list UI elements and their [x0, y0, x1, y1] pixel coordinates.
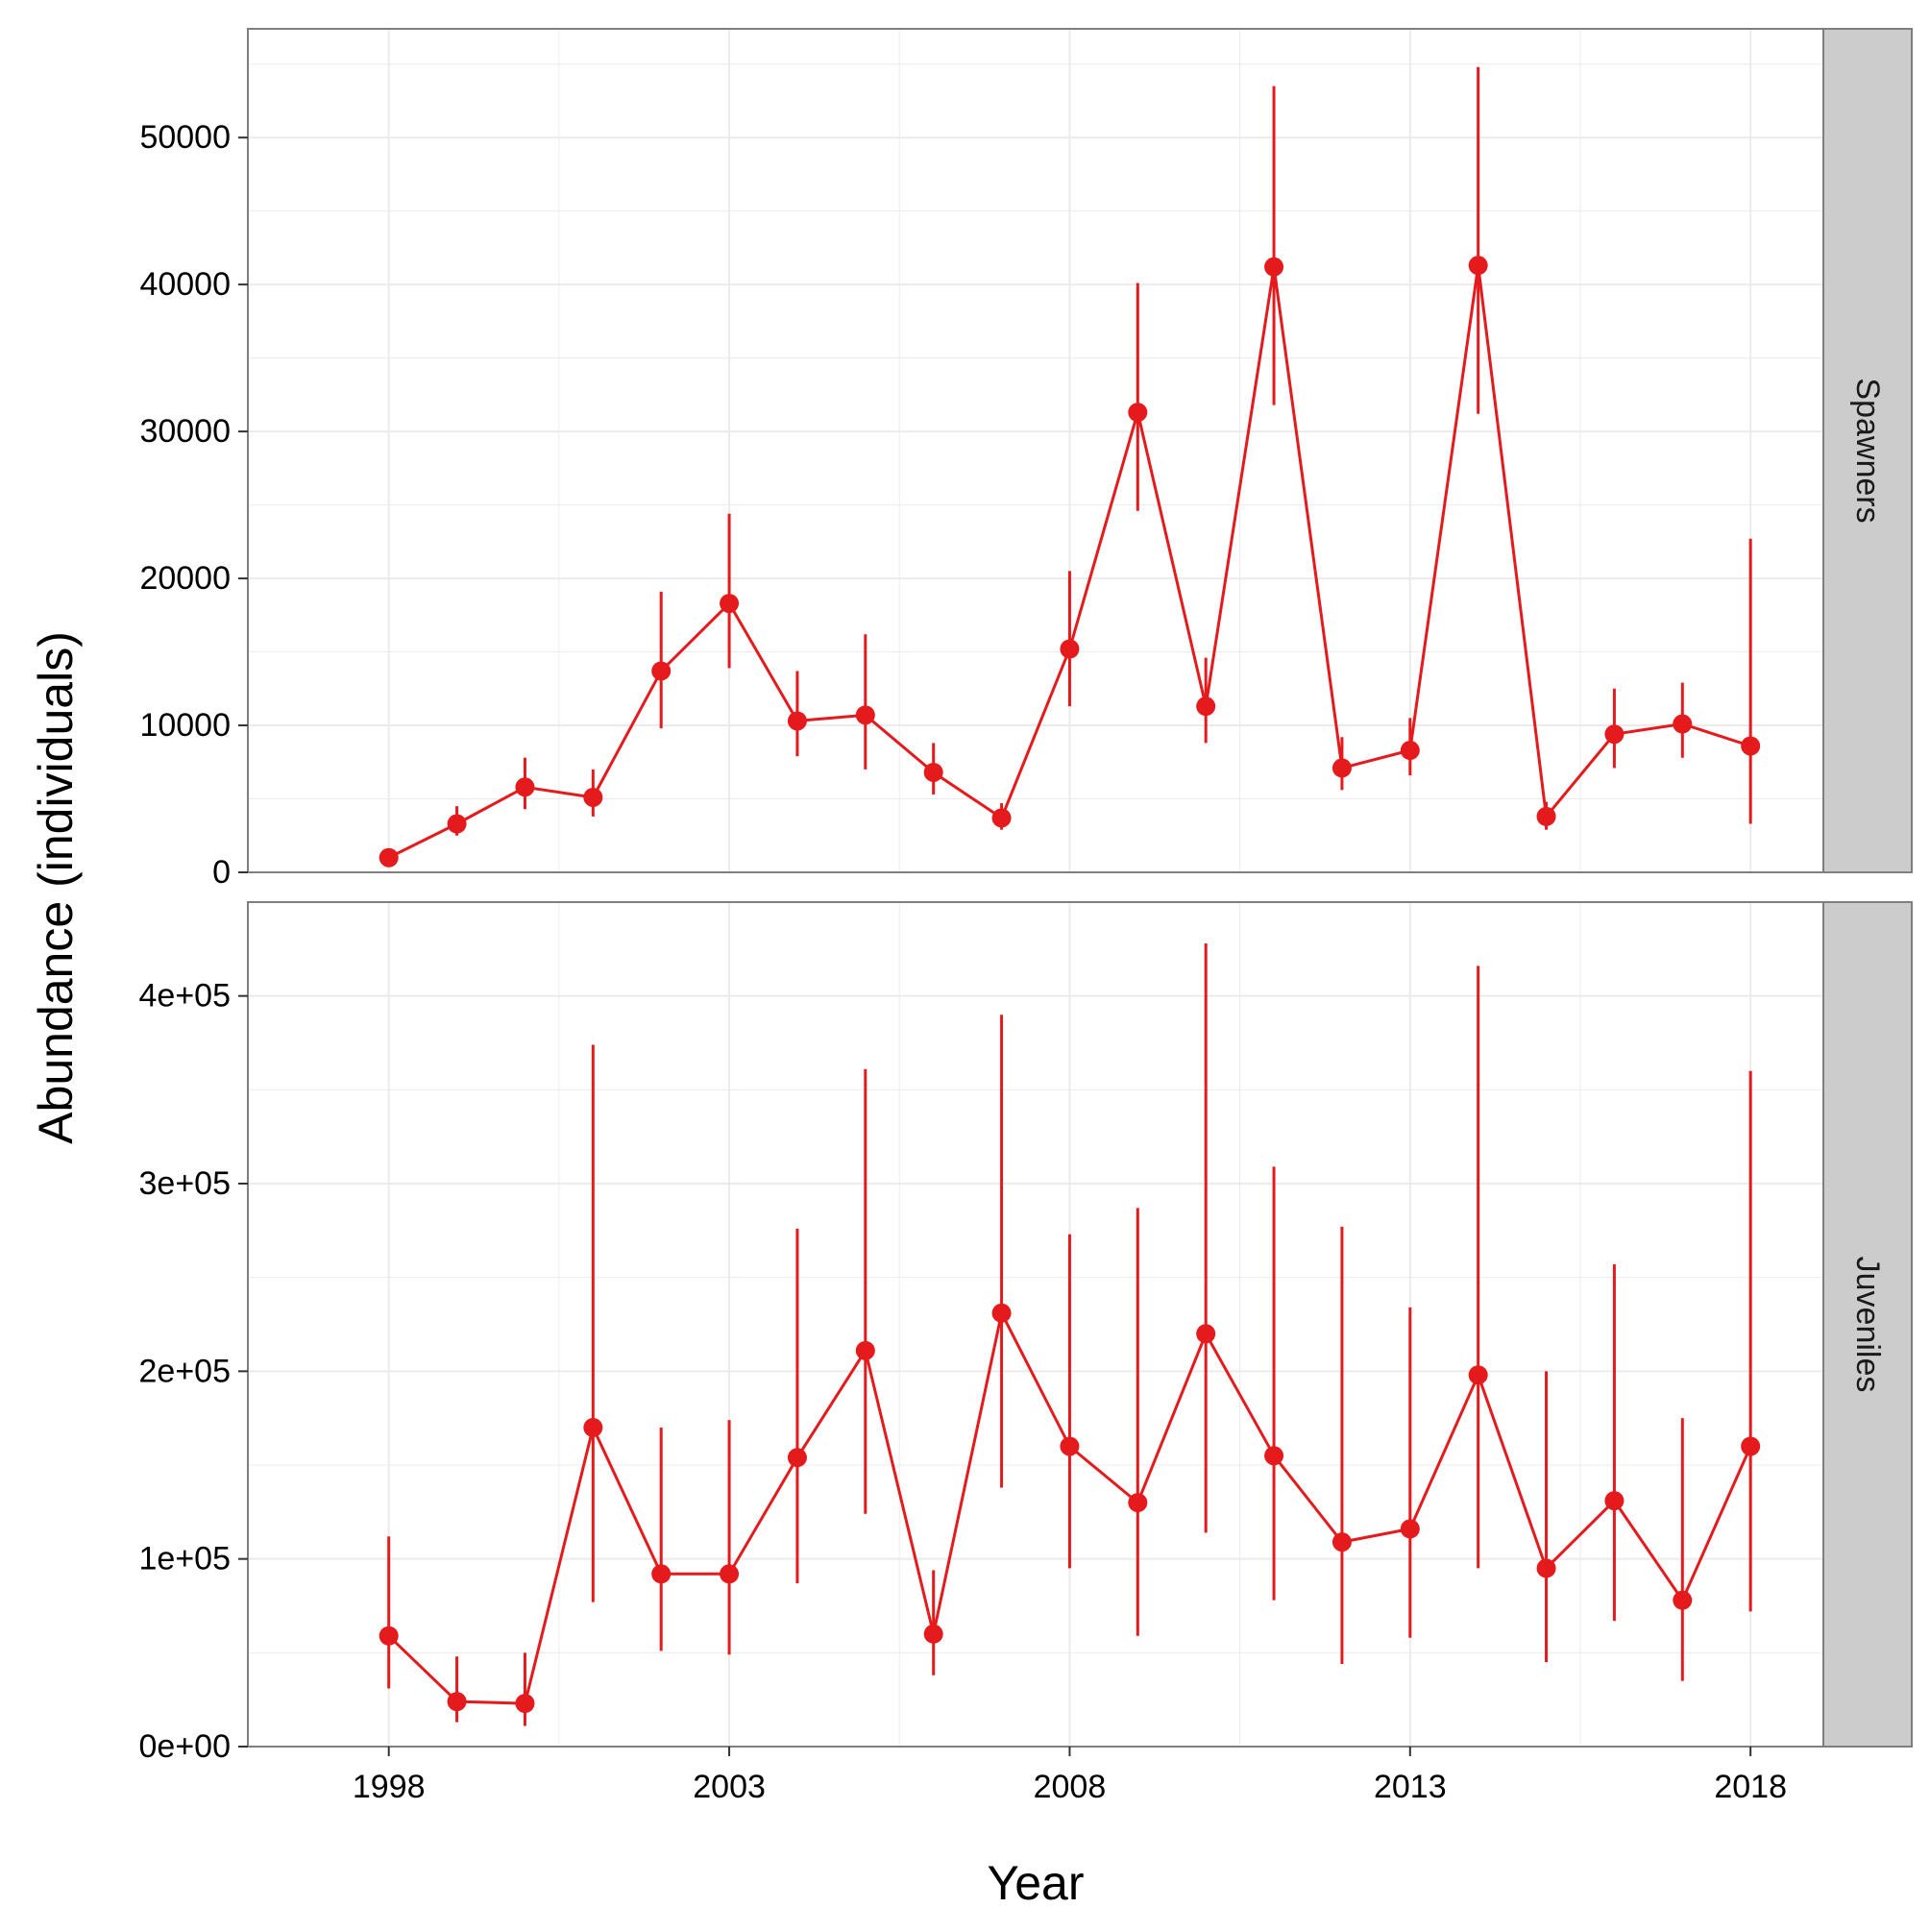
data-point [991, 808, 1012, 828]
data-point [855, 1340, 875, 1360]
facet-strip-label: Juveniles [1849, 1257, 1886, 1393]
y-tick-label: 50000 [139, 119, 231, 156]
data-point [991, 1303, 1012, 1323]
data-point [1604, 724, 1625, 745]
data-point [720, 594, 740, 614]
data-point [1331, 1532, 1352, 1553]
y-tick-label: 2e+05 [139, 1353, 232, 1389]
y-tick-label: 0 [212, 854, 231, 891]
data-point [720, 1564, 740, 1584]
x-tick-label: 2018 [1714, 1769, 1787, 1805]
panel-spawners: Spawners 0 10000 20000 30000 40000 50000 [139, 28, 1913, 891]
facet-strip [1822, 901, 1913, 1748]
data-point [583, 1417, 603, 1437]
data-point [1060, 639, 1080, 659]
panel-background [248, 29, 1823, 872]
data-point [1673, 1590, 1693, 1610]
y-tick-label: 0e+00 [139, 1728, 232, 1765]
panel-juveniles: Juveniles 0e+00 1e+05 2e+05 3e+05 4e+05 [139, 901, 1913, 1765]
data-point [379, 1626, 399, 1646]
data-point [1196, 1324, 1216, 1344]
data-point [515, 777, 535, 797]
data-point [787, 711, 807, 731]
x-tick-label: 2008 [1034, 1769, 1107, 1805]
data-point [1331, 758, 1352, 778]
data-point [651, 661, 672, 681]
data-point [1400, 741, 1420, 761]
data-point [787, 1448, 807, 1468]
panel-background [248, 902, 1823, 1747]
data-point [1128, 1493, 1148, 1513]
x-tick-label: 2003 [693, 1769, 766, 1805]
x-tick-label: 1998 [353, 1769, 426, 1805]
y-tick-label: 10000 [139, 707, 231, 744]
data-point [651, 1564, 672, 1584]
data-point [583, 787, 603, 807]
data-point [447, 1692, 467, 1712]
data-point [1128, 403, 1148, 423]
y-tick-label: 3e+05 [139, 1165, 232, 1202]
y-tick-label: 4e+05 [139, 978, 232, 1015]
data-point [1673, 714, 1693, 734]
data-point [1264, 257, 1284, 277]
data-point [855, 705, 875, 725]
x-axis-title: Year [987, 1856, 1084, 1910]
data-point [923, 762, 943, 782]
data-point [923, 1624, 943, 1644]
facet-strip [1822, 28, 1913, 873]
data-point [1741, 1436, 1761, 1456]
data-point [1468, 1365, 1488, 1385]
data-point [1060, 1436, 1080, 1456]
data-point [1264, 1446, 1284, 1466]
data-point [447, 814, 467, 834]
y-tick-label: 30000 [139, 413, 231, 450]
y-tick-label: 40000 [139, 266, 231, 303]
y-tick-label: 20000 [139, 560, 231, 597]
data-point [1536, 806, 1556, 826]
y-axis-title: Abundance (individuals) [29, 631, 83, 1144]
data-point [1741, 736, 1761, 756]
y-tick-label: 1e+05 [139, 1541, 232, 1577]
data-point [1604, 1491, 1625, 1511]
data-point [515, 1694, 535, 1714]
facet-strip-label: Spawners [1849, 378, 1886, 523]
data-point [1536, 1558, 1556, 1578]
data-point [1468, 256, 1488, 276]
x-tick-label: 2013 [1374, 1769, 1447, 1805]
data-point [379, 847, 399, 868]
data-point [1400, 1519, 1420, 1539]
data-point [1196, 697, 1216, 717]
